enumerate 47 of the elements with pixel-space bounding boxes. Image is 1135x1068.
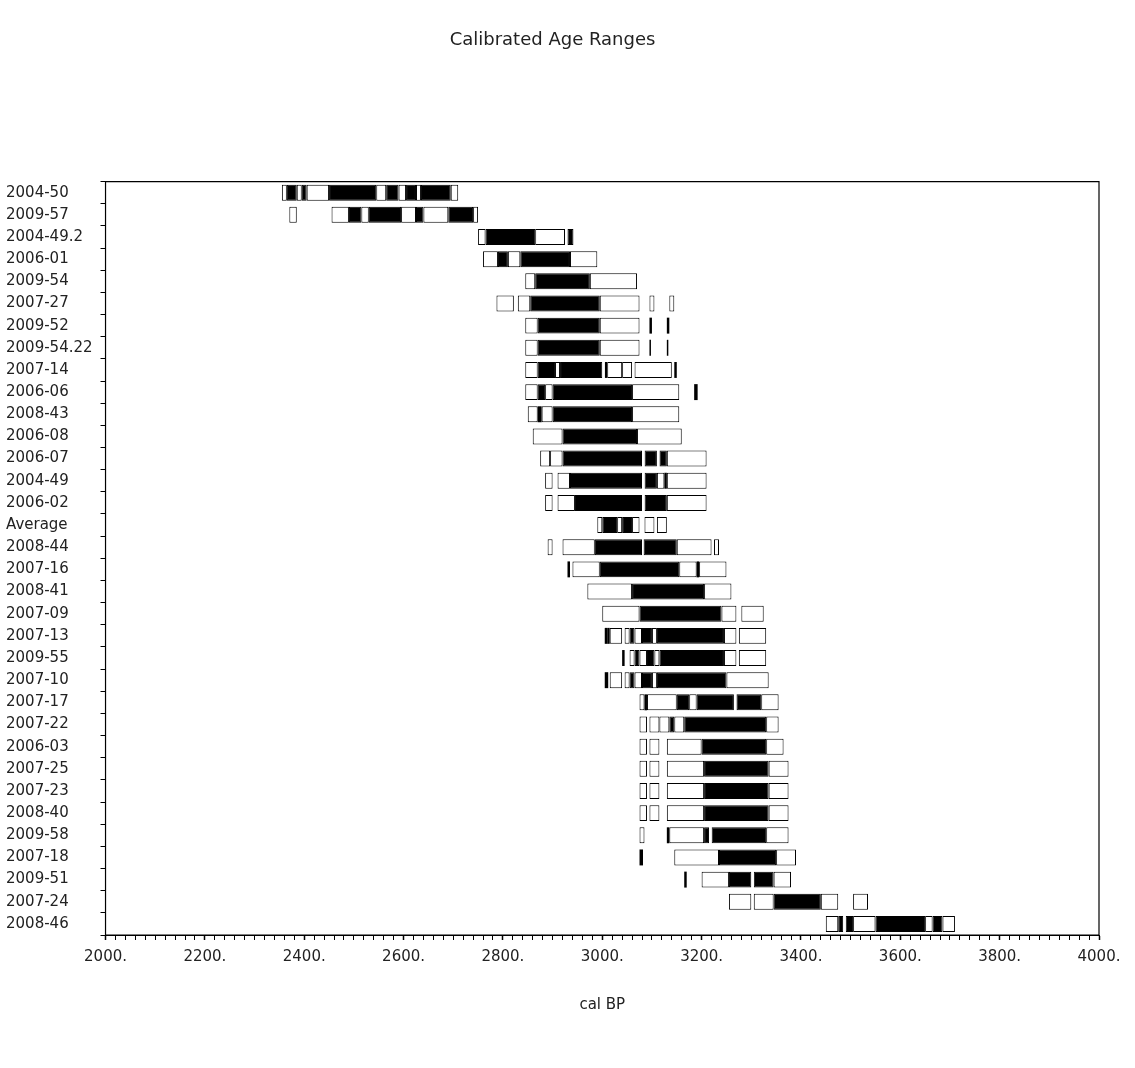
y-tick-label: 2009-51	[6, 869, 69, 888]
y-tick-label: 2004-49.2	[6, 226, 83, 245]
y-tick-label: 2009-58	[6, 825, 69, 844]
x-tick-label: 3400.	[779, 946, 823, 965]
x-tick-label: 3600.	[878, 946, 922, 965]
y-tick-label: 2008-46	[6, 913, 69, 932]
y-tick-label: 2009-55	[6, 647, 69, 666]
y-tick-label: 2007-13	[6, 625, 69, 644]
y-tick-label: 2004-49	[6, 470, 69, 489]
y-tick-label: 2006-03	[6, 736, 69, 755]
y-tick-label: 2006-02	[6, 492, 69, 511]
y-tick-label: 2004-50	[6, 182, 69, 201]
y-tick-label: Average	[6, 514, 68, 533]
y-tick-label: 2009-54	[6, 271, 69, 290]
y-tick-label: 2007-17	[6, 692, 69, 711]
y-tick-label: 2006-07	[6, 448, 69, 467]
y-tick-label: 2006-06	[6, 382, 69, 400]
y-tick-label: 2006-08	[6, 426, 69, 445]
y-tick-label: 2008-43	[6, 404, 69, 423]
y-tick-label: 2007-18	[6, 847, 69, 866]
x-tick-label: 3200.	[680, 946, 724, 965]
y-tick-label: 2009-57	[6, 204, 69, 223]
x-tick-label: 2400.	[282, 946, 326, 965]
y-tick-label: 2008-41	[6, 581, 69, 600]
y-tick-label: 2007-25	[6, 758, 69, 777]
x-tick-label: 2600.	[382, 946, 426, 965]
x-tick-label: 3000.	[580, 946, 624, 965]
y-tick-label: 2008-40	[6, 803, 69, 822]
x-tick-label: 3800.	[978, 946, 1022, 965]
y-tick-label: 2009-54.22	[6, 337, 93, 356]
y-tick-label: 2007-14	[6, 359, 69, 378]
y-tick-label: 2007-10	[6, 670, 69, 689]
y-tick-label: 2009-52	[6, 315, 69, 334]
chart-title: Calibrated Age Ranges	[449, 28, 656, 50]
y-tick-label: 2008-44	[6, 537, 69, 556]
y-tick-label: 2007-22	[6, 714, 69, 733]
y-tick-label: 2007-27	[6, 293, 69, 312]
y-tick-label: 2007-24	[6, 891, 69, 910]
x-tick-label: 2200.	[183, 946, 227, 965]
y-tick-label: 2007-16	[6, 559, 69, 578]
x-tick-label: 4000.	[1077, 946, 1121, 965]
x-axis-title: cal BP	[579, 994, 626, 1013]
x-tick-label: 2800.	[481, 946, 525, 965]
y-tick-label: 2006-01	[6, 249, 69, 268]
y-tick-label: 2007-09	[6, 603, 69, 622]
y-tick-label: 2007-23	[6, 780, 69, 799]
x-tick-label: 2000.	[84, 946, 127, 965]
